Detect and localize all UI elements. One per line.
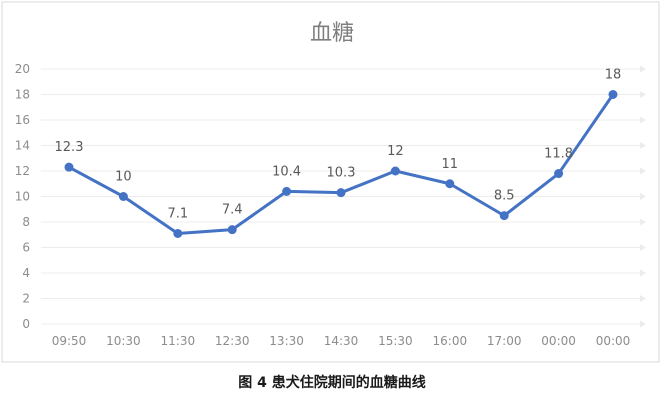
- gridline-arrow: [640, 65, 646, 73]
- data-label: 11.8: [544, 147, 573, 162]
- data-label: 7.1: [167, 206, 188, 221]
- y-tick-label: 14: [15, 139, 30, 153]
- y-tick-label: 10: [15, 190, 30, 204]
- y-tick-label: 8: [22, 215, 30, 229]
- data-point: [173, 228, 183, 238]
- data-point: [118, 192, 128, 201]
- data-label: 7.4: [222, 203, 243, 218]
- y-tick-label: 2: [22, 292, 30, 306]
- gridline-arrow: [640, 269, 646, 277]
- series-glucose: [64, 90, 618, 238]
- data-label: 10.3: [327, 166, 356, 181]
- y-tick-label: 18: [15, 88, 30, 102]
- figure-caption: 图 4 患犬住院期间的血糖曲线: [238, 374, 426, 391]
- y-tick-label: 0: [22, 317, 30, 331]
- gridline-arrow: [640, 295, 646, 302]
- data-label: 12: [387, 144, 404, 159]
- gridline-arrow: [640, 218, 646, 226]
- data-point: [499, 211, 509, 221]
- gridline-arrow: [640, 142, 646, 149]
- y-tick-label: 16: [15, 113, 30, 127]
- x-tick-label: 00:00: [541, 334, 576, 348]
- y-tick-label: 20: [15, 62, 30, 76]
- y-axis-ticks: 0 2 4 6 8 10 12 14 16 18 20: [15, 62, 30, 331]
- x-tick-label: 09:50: [52, 334, 87, 348]
- data-point: [336, 188, 346, 198]
- data-label: 10: [115, 170, 132, 185]
- data-label: 8.5: [494, 189, 515, 204]
- data-point: [445, 179, 455, 189]
- data-label: 18: [605, 68, 622, 83]
- x-tick-label: 13:30: [269, 334, 304, 348]
- gridline-arrow: [640, 91, 646, 98]
- data-point: [390, 166, 400, 176]
- data-labels: 12.3 10 7.1 7.4 10.4 10.3 12 11 8.5 11.8 18: [55, 68, 622, 222]
- x-tick-label: 14:30: [324, 334, 359, 348]
- gridline-arrow: [640, 320, 646, 328]
- x-tick-label: 00:00: [596, 334, 631, 348]
- gridline-arrow: [640, 244, 646, 251]
- data-label: 11: [442, 157, 459, 172]
- y-tick-label: 6: [22, 241, 30, 255]
- data-point: [608, 90, 618, 99]
- chart-title: 血糖: [310, 21, 354, 46]
- x-tick-label: 15:30: [378, 334, 413, 348]
- y-tick-label: 4: [22, 266, 30, 280]
- gridlines: [41, 65, 646, 328]
- data-point: [554, 169, 564, 179]
- data-point: [64, 162, 74, 172]
- gridline-arrow: [640, 193, 646, 200]
- x-tick-label: 12:30: [215, 334, 250, 348]
- data-point: [282, 186, 292, 196]
- x-axis-ticks: 09:50 10:30 11:30 12:30 13:30 14:30 15:30 16:00…: [52, 334, 631, 348]
- data-label: 12.3: [55, 140, 84, 155]
- chart-area: [1, 1, 660, 363]
- gridline-arrow: [640, 116, 646, 124]
- x-tick-label: 11:30: [161, 334, 196, 348]
- gridline-arrow: [640, 167, 646, 175]
- data-point: [227, 225, 237, 235]
- x-tick-label: 17:00: [487, 334, 522, 348]
- x-tick-label: 16:00: [433, 334, 468, 348]
- y-tick-label: 12: [15, 164, 30, 178]
- x-tick-label: 10:30: [106, 334, 141, 348]
- data-label: 10.4: [272, 164, 301, 179]
